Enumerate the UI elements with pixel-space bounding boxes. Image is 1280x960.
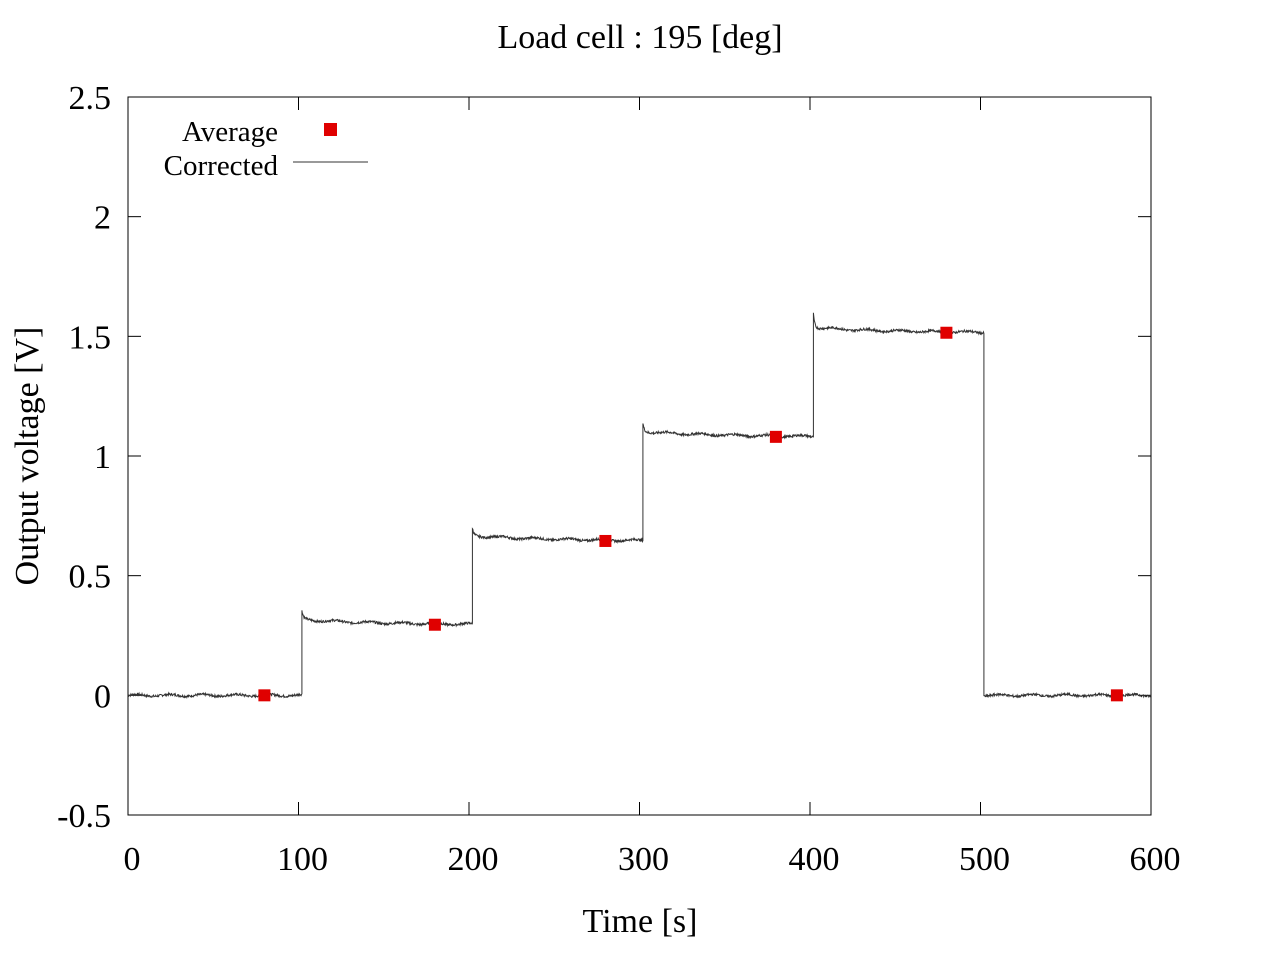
average-point [1110, 689, 1123, 702]
y-axis-label: Output voltage [V] [9, 327, 46, 586]
x-tick-label: 500 [959, 841, 1010, 878]
average-point [258, 689, 271, 702]
legend-marker-average [324, 123, 337, 136]
y-tick-label: 2.5 [69, 80, 112, 117]
x-axis-label: Time [s] [583, 903, 698, 940]
corrected-series-line [127, 312, 1152, 700]
x-tick-label: 600 [1130, 841, 1181, 878]
average-point [769, 430, 782, 443]
legend-label-corrected: Corrected [164, 150, 279, 182]
y-tick-label: 0.5 [69, 559, 112, 596]
x-tick-label: 0 [124, 841, 141, 878]
chart-title: Load cell : 195 [deg] [497, 19, 782, 56]
y-tick-label: 1.5 [69, 319, 112, 356]
average-point [428, 618, 441, 631]
y-tick-label: 1 [94, 439, 111, 476]
plot-area: 0 100 200 300 400 500 600 -0.5 0 0.5 1 1.5 2 2.5 Avera… [57, 80, 1180, 878]
average-point [940, 326, 953, 339]
legend-label-average: Average [182, 116, 278, 148]
x-tick-label: 400 [789, 841, 840, 878]
x-tick-label: 100 [277, 841, 328, 878]
y-tick-label: 2 [94, 200, 111, 237]
y-tick-label: 0 [94, 678, 111, 715]
y-tick-label: -0.5 [57, 798, 111, 835]
x-tick-label: 300 [618, 841, 669, 878]
x-tick-label: 200 [448, 841, 499, 878]
average-point [599, 534, 612, 547]
plot-frame [127, 96, 1152, 816]
